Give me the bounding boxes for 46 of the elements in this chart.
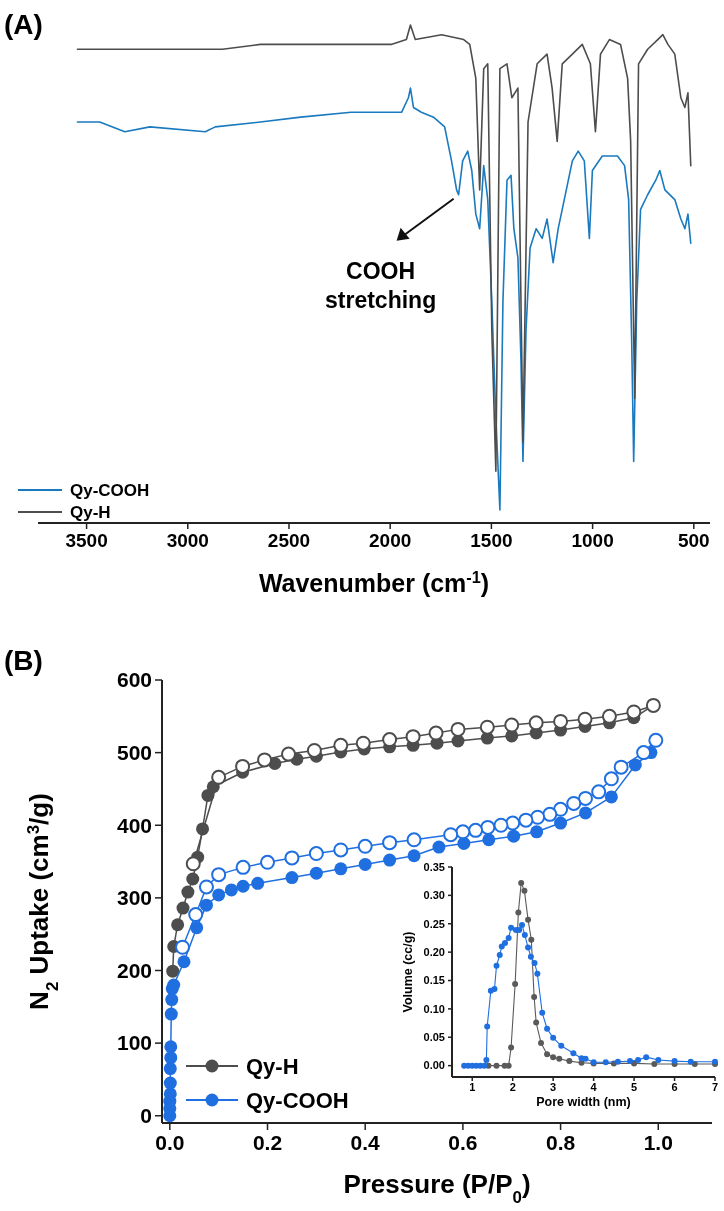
- x-tick-label: 4: [590, 1081, 598, 1094]
- legend-label: Qy-H: [70, 502, 111, 522]
- x-tick-label: 0.0: [155, 1130, 185, 1154]
- x-tick-label: 0.8: [545, 1130, 576, 1154]
- y-tick-label: 200: [116, 958, 152, 982]
- legend-label: Qy-H: [246, 1053, 299, 1079]
- x-tick-label: 1000: [571, 530, 614, 552]
- chart-title: (B): [4, 645, 43, 676]
- x-axis-title: Pore width (nm): [536, 1095, 631, 1109]
- x-tick-label: 5: [631, 1081, 638, 1094]
- x-tick-label: 0.4: [350, 1130, 381, 1154]
- x-tick-label: 0.2: [252, 1130, 283, 1154]
- x-tick-label: 3000: [166, 530, 209, 552]
- x-tick-label: 2500: [267, 530, 311, 552]
- y-tick-label: 600: [116, 668, 152, 692]
- y-tick-label: 0.30: [423, 889, 445, 902]
- x-axis-title: Wavenumber (cm$^{-1}$): [258, 568, 490, 597]
- x-tick-label: 0.6: [448, 1130, 478, 1154]
- x-tick-label: 1.0: [643, 1130, 673, 1154]
- y-tick-label: 0: [140, 1104, 152, 1128]
- legend-label: Qy-COOH: [246, 1087, 349, 1113]
- y-tick-label: 400: [116, 813, 152, 837]
- y-tick-label: 100: [116, 1031, 152, 1055]
- x-tick-label: 7: [711, 1081, 719, 1094]
- x-tick-label: 500: [677, 530, 710, 552]
- x-axis-title: Pressure (P/P$_{0}$): [343, 1169, 531, 1207]
- y-tick-label: 300: [116, 886, 152, 910]
- x-tick-label: 1: [469, 1081, 476, 1094]
- annotation: COOH stretching: [325, 257, 437, 313]
- legend-label: Qy-COOH: [70, 480, 150, 500]
- y-tick-label: 0.05: [423, 1031, 445, 1044]
- x-tick-label: 3: [550, 1081, 557, 1094]
- y-axis-title: Volume (cc/g): [401, 931, 415, 1013]
- y-tick-label: 500: [116, 740, 152, 764]
- y-tick-label: 0.10: [423, 1002, 445, 1015]
- x-tick-label: 1500: [470, 530, 513, 552]
- y-tick-label: 0.15: [423, 974, 445, 987]
- chart-title: (A): [4, 9, 43, 40]
- x-tick-label: 3500: [65, 530, 108, 552]
- y-tick-label: 0.00: [423, 1059, 445, 1072]
- x-tick-label: 2: [509, 1081, 516, 1094]
- x-tick-label: 2000: [369, 530, 412, 552]
- y-tick-label: 0.35: [423, 860, 445, 873]
- x-tick-label: 6: [671, 1081, 678, 1094]
- y-tick-label: 0.25: [423, 917, 445, 930]
- y-tick-label: 0.20: [423, 945, 445, 958]
